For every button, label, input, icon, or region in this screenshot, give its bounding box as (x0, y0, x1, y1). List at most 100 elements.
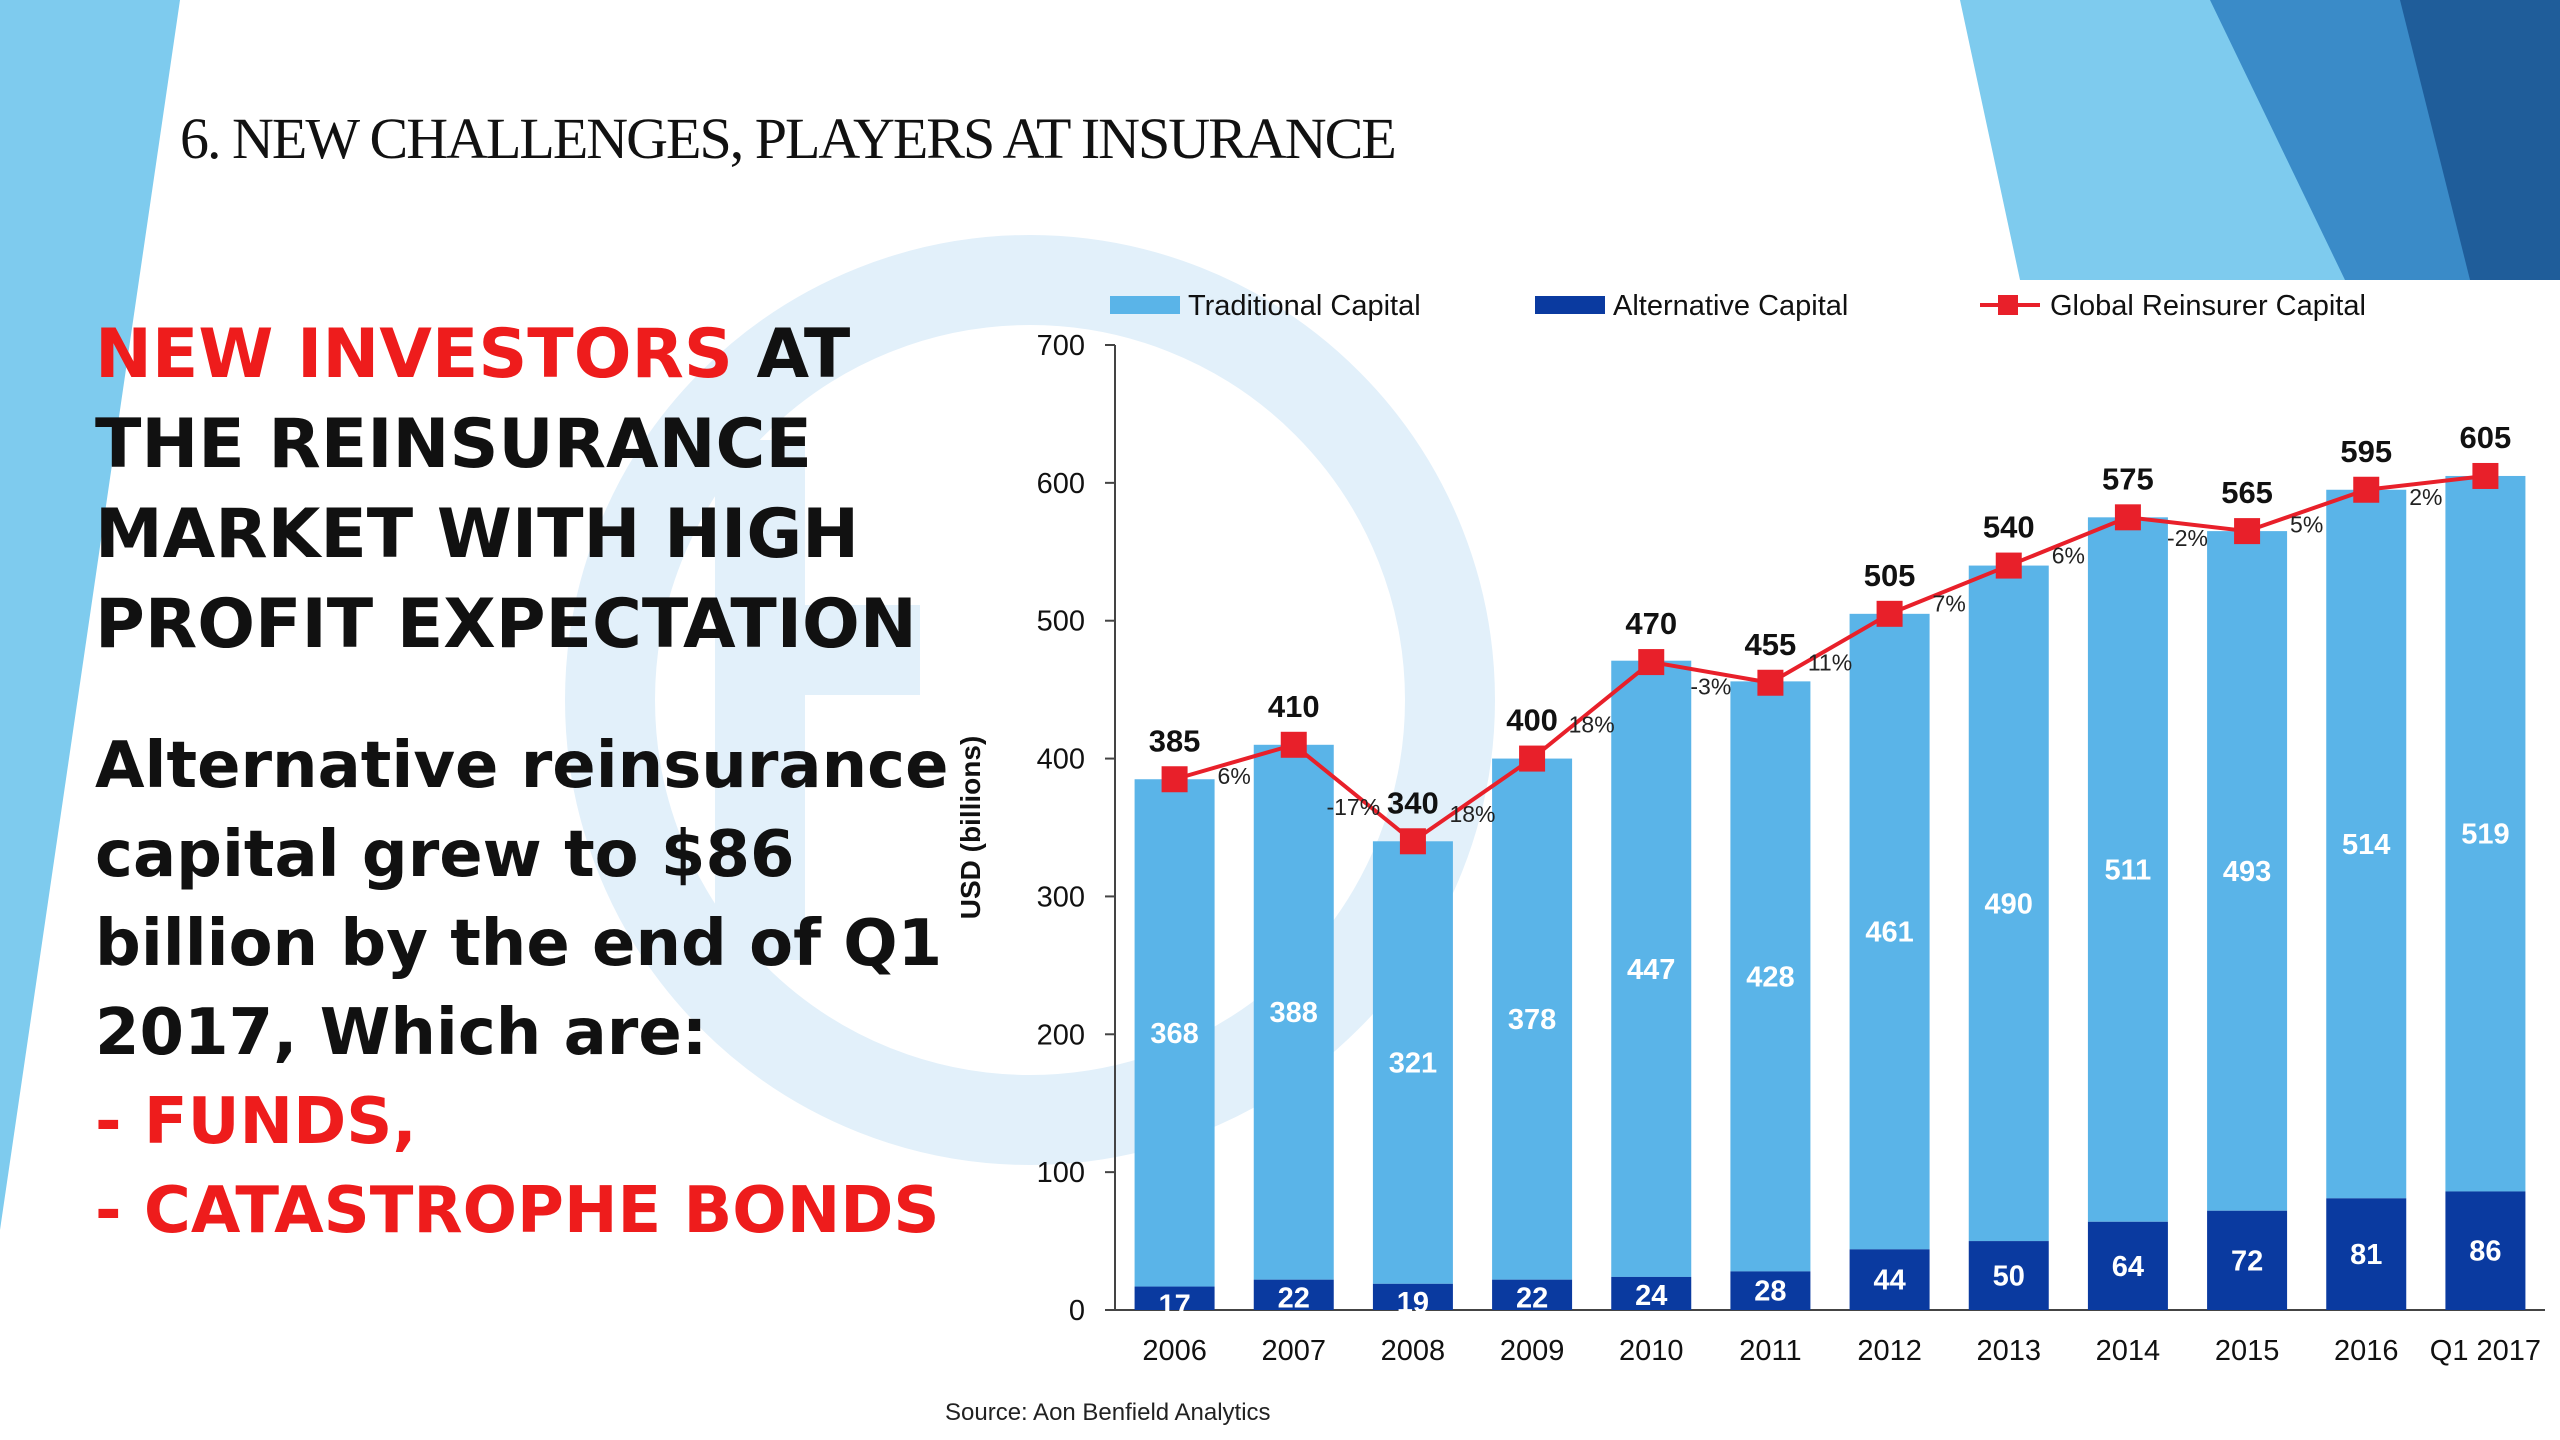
growth-percent-label: 11% (1808, 649, 1852, 675)
data-label-global-capital: 340 (1387, 785, 1439, 820)
bar-alternative-capital (1611, 1276, 1692, 1310)
bar-traditional-capital (1849, 613, 1930, 1250)
headline: NEW INVESTORS AT THE REINSURANCE MARKET … (95, 310, 955, 670)
x-tick-label: 2016 (2334, 1335, 2399, 1367)
data-label-alternative: 24 (1635, 1280, 1667, 1312)
bar-alternative-capital (2445, 1191, 2526, 1310)
data-label-alternative: 44 (1873, 1265, 1905, 1297)
y-tick-label: 200 (1037, 1019, 1085, 1051)
bar-traditional-capital (1730, 681, 1811, 1272)
line-point-marker (1995, 552, 2022, 579)
y-tick-label: 600 (1037, 468, 1085, 500)
line-point-marker (1876, 600, 1903, 627)
x-tick-label: 2014 (2096, 1335, 2161, 1367)
data-label-global-capital: 575 (2102, 461, 2154, 496)
legend-swatch-marker (1998, 295, 2018, 315)
line-point-marker (2114, 504, 2141, 531)
line-point-marker (2234, 518, 2261, 545)
line-point-marker (2472, 462, 2499, 489)
bar-alternative-capital (1849, 1249, 1930, 1310)
bar-traditional-capital (1134, 779, 1215, 1287)
x-tick-label: 2012 (1857, 1335, 1922, 1367)
data-label-alternative: 50 (1993, 1261, 2025, 1293)
data-label-traditional: 519 (2461, 819, 2509, 851)
bar-alternative-capital (2087, 1221, 2168, 1310)
growth-percent-label: 18% (1449, 801, 1495, 827)
data-label-traditional: 493 (2223, 856, 2271, 888)
line-point-marker (1638, 649, 1665, 676)
growth-percent-label: -3% (1690, 673, 1731, 699)
legend-label: Traditional Capital (1188, 290, 1421, 322)
left-text-block: NEW INVESTORS AT THE REINSURANCE MARKET … (95, 310, 955, 1256)
data-label-alternative: 72 (2231, 1245, 2263, 1277)
data-label-global-capital: 505 (1864, 558, 1916, 593)
data-label-global-capital: 385 (1149, 723, 1201, 758)
y-tick-label: 400 (1037, 744, 1085, 776)
bar-alternative-capital (1492, 1279, 1573, 1310)
data-label-global-capital: 565 (2221, 475, 2273, 510)
x-tick-label: 2010 (1619, 1335, 1684, 1367)
data-label-traditional: 428 (1746, 961, 1794, 993)
legend-label: Global Reinsurer Capital (2050, 290, 2366, 322)
data-label-traditional: 368 (1150, 1018, 1198, 1050)
data-label-alternative: 17 (1158, 1290, 1190, 1322)
bar-alternative-capital (2207, 1210, 2288, 1310)
bullet-funds: - FUNDS, (95, 1085, 417, 1159)
headline-highlight: NEW INVESTORS (95, 315, 733, 394)
data-label-alternative: 86 (2469, 1236, 2501, 1268)
bar-alternative-capital (1134, 1286, 1215, 1310)
headline-rest: AT THE REINSURANCE MARKET WITH HIGH PROF… (95, 315, 917, 664)
bar-traditional-capital (2087, 517, 2168, 1222)
line-point-marker (1161, 766, 1188, 793)
y-tick-label: 0 (1069, 1295, 1085, 1327)
growth-percent-label: 18% (1569, 711, 1615, 737)
left-accent-shape (0, 0, 180, 1230)
capital-chart: 0 100 200 300 400 500 600 700 USD (billions) 368 1… (945, 290, 2545, 1426)
bar-traditional-capital (2326, 489, 2407, 1199)
x-tick-label: 2006 (1142, 1335, 1207, 1367)
bar-alternative-capital (1968, 1241, 2049, 1310)
data-label-global-capital: 400 (1506, 703, 1558, 738)
bar-alternative-capital (2326, 1198, 2407, 1310)
chart-source: Source: Aon Benfield Analytics (945, 1399, 1271, 1426)
data-label-global-capital: 595 (2340, 434, 2392, 469)
line-point-marker (1280, 731, 1307, 758)
data-label-global-capital: 470 (1625, 606, 1677, 641)
slide-title: 6. NEW CHALLENGES, PLAYERS AT INSURANCE (180, 106, 1397, 171)
y-tick-label: 700 (1037, 330, 1085, 362)
bar-alternative-capital (1253, 1279, 1334, 1310)
y-axis-title: USD (billions) (955, 736, 986, 920)
data-label-traditional: 511 (2105, 855, 2152, 887)
data-label-alternative: 22 (1278, 1283, 1310, 1315)
growth-percent-label: 2% (2409, 484, 2442, 510)
bar-traditional-capital (1611, 660, 1692, 1277)
growth-percent-label: -2% (2167, 525, 2208, 551)
line-point-marker (1519, 745, 1546, 772)
data-label-traditional: 514 (2342, 829, 2390, 861)
bar-traditional-capital (1492, 758, 1573, 1280)
legend-swatch (1535, 296, 1605, 314)
data-label-global-capital: 410 (1268, 689, 1320, 724)
line-point-marker (2353, 476, 2380, 503)
x-tick-label: 2013 (1976, 1335, 2041, 1367)
bar-traditional-capital (1253, 744, 1334, 1280)
line-point-marker (1757, 669, 1784, 696)
body-paragraph: Alternative reinsurance capital grew to … (95, 729, 949, 1070)
body-text: Alternative reinsurance capital grew to … (95, 722, 955, 1256)
data-label-alternative: 19 (1397, 1287, 1429, 1319)
bar-traditional-capital (1968, 565, 2049, 1242)
growth-percent-label: 7% (1933, 591, 1966, 617)
bullet-catastrophe-bonds: - CATASTROPHE BONDS (95, 1174, 940, 1248)
x-tick-label: 2015 (2215, 1335, 2280, 1367)
y-tick-label: 300 (1037, 881, 1085, 913)
data-label-traditional: 321 (1389, 1048, 1437, 1080)
bar-traditional-capital (1372, 841, 1453, 1284)
x-tick-label: 2009 (1500, 1335, 1565, 1367)
line-global-reinsurer-capital (1174, 473, 2486, 844)
growth-percent-label: -17% (1326, 794, 1380, 820)
growth-percent-label: 6% (1218, 763, 1251, 789)
data-label-alternative: 81 (2350, 1239, 2382, 1271)
bar-alternative-capital (1372, 1283, 1453, 1310)
growth-percent-label: 6% (2052, 542, 2085, 568)
